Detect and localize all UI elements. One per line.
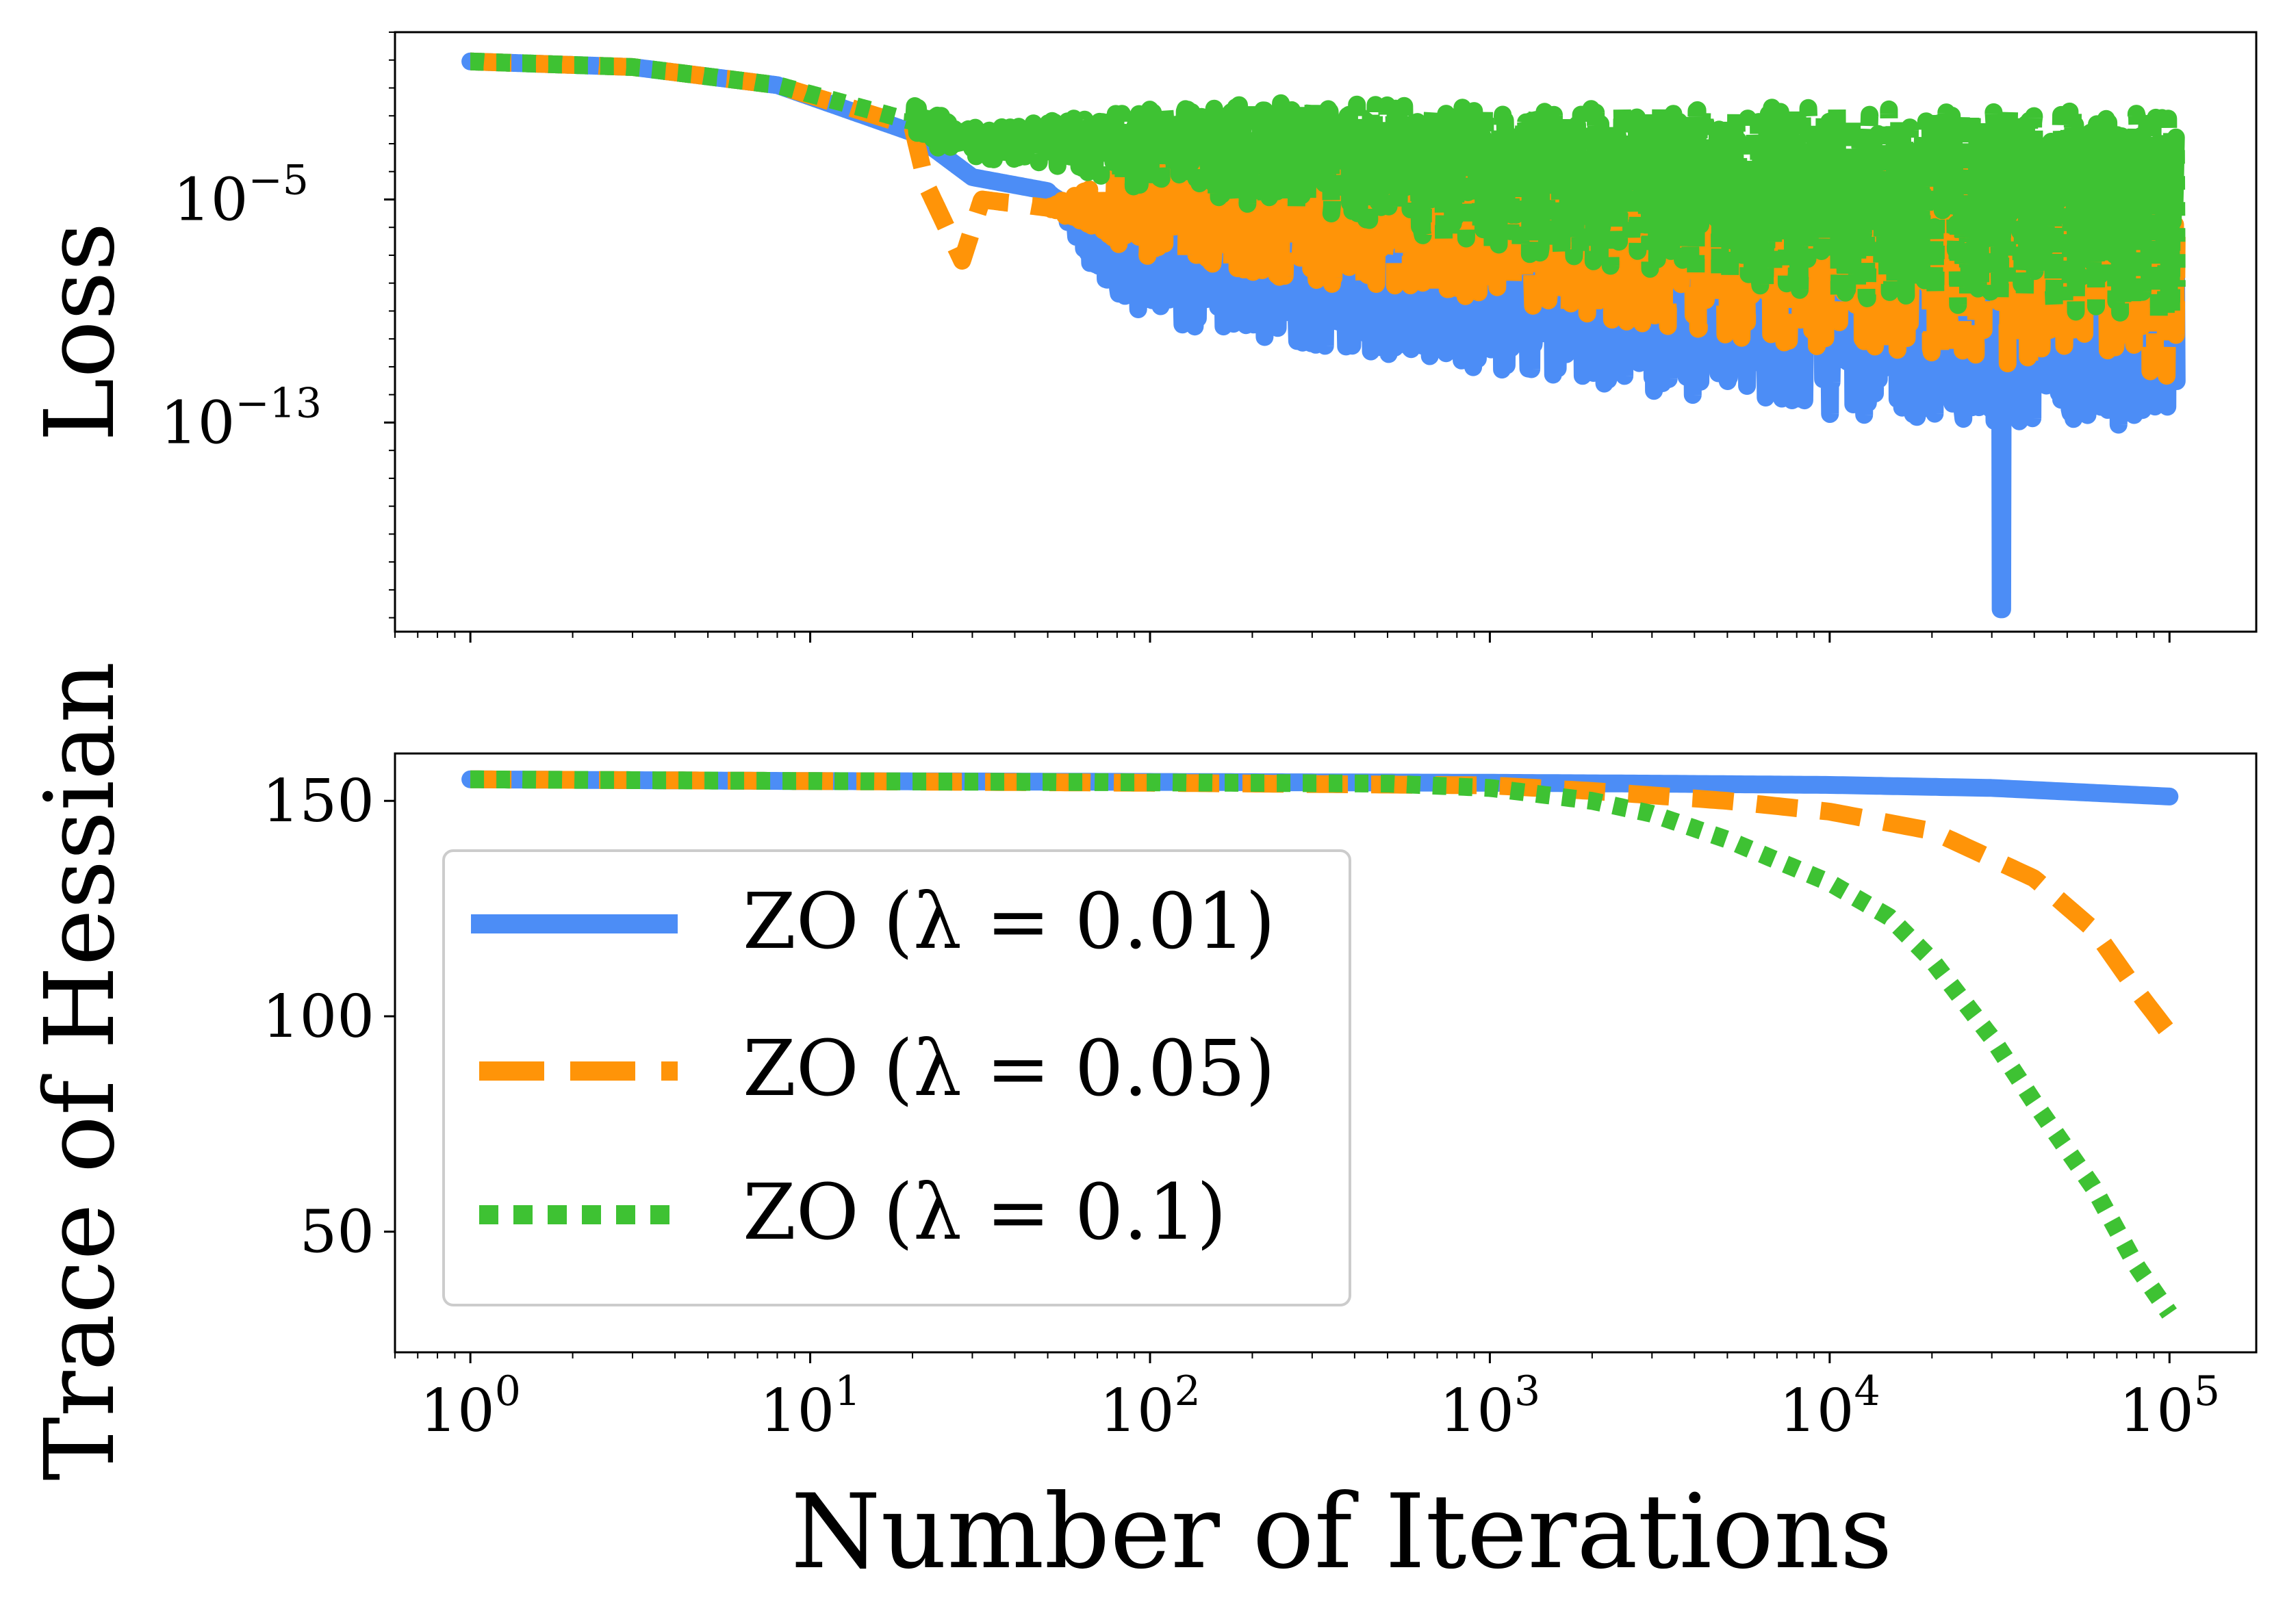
x-tick-label: 103	[1440, 1367, 1541, 1445]
hessian-y-ticks: 50 100 150	[262, 767, 395, 1267]
hessian-x-ticks: 100 101 102 103 104 105	[394, 1352, 2220, 1445]
hessian-y-tick-label: 50	[300, 1198, 374, 1267]
hessian-series-2	[465, 770, 2177, 1319]
hessian-plot-frame	[394, 752, 2258, 1354]
x-tick-label: 105	[2119, 1367, 2220, 1445]
x-axis-label: Number of Iterations	[791, 1473, 1892, 1592]
loss-x-ticks	[394, 632, 2171, 643]
loss-y-tick-label: 10−13	[160, 379, 322, 457]
legend-label-zo-001: ZO (λ = 0.01)	[743, 877, 1275, 966]
hessian-series-group	[461, 770, 2179, 1319]
loss-y-axis-label: Loss	[25, 222, 136, 442]
loss-panel: 10−5 10−13	[160, 31, 2258, 643]
x-tick-label: 100	[420, 1367, 521, 1445]
hessian-line-1	[465, 770, 2177, 1040]
legend-label-zo-005: ZO (λ = 0.05)	[743, 1024, 1275, 1113]
legend-label-zo-01: ZO (λ = 0.1)	[743, 1168, 1227, 1257]
hessian-y-tick-label: 150	[262, 767, 374, 836]
hessian-y-tick-label: 100	[262, 983, 374, 1051]
legend: ZO (λ = 0.01) ZO (λ = 0.05) ZO (λ = 0.1)	[442, 849, 1351, 1306]
loss-y-tick-label: 10−5	[173, 156, 309, 234]
loss-series-group	[461, 52, 2186, 619]
x-tick-label: 102	[1099, 1367, 1201, 1445]
legend-box	[442, 849, 1351, 1306]
hessian-series-1	[465, 770, 2177, 1040]
loss-series-2	[462, 52, 2186, 327]
loss-plot-frame	[394, 31, 2258, 633]
hessian-line-2	[465, 770, 2177, 1319]
loss-y-ticks: 10−5 10−13	[160, 31, 395, 619]
loss-line-2	[462, 52, 2186, 327]
x-tick-label: 101	[760, 1367, 861, 1445]
x-tick-label: 104	[1779, 1367, 1880, 1445]
hessian-y-axis-label: Trace of Hessian	[25, 661, 136, 1480]
